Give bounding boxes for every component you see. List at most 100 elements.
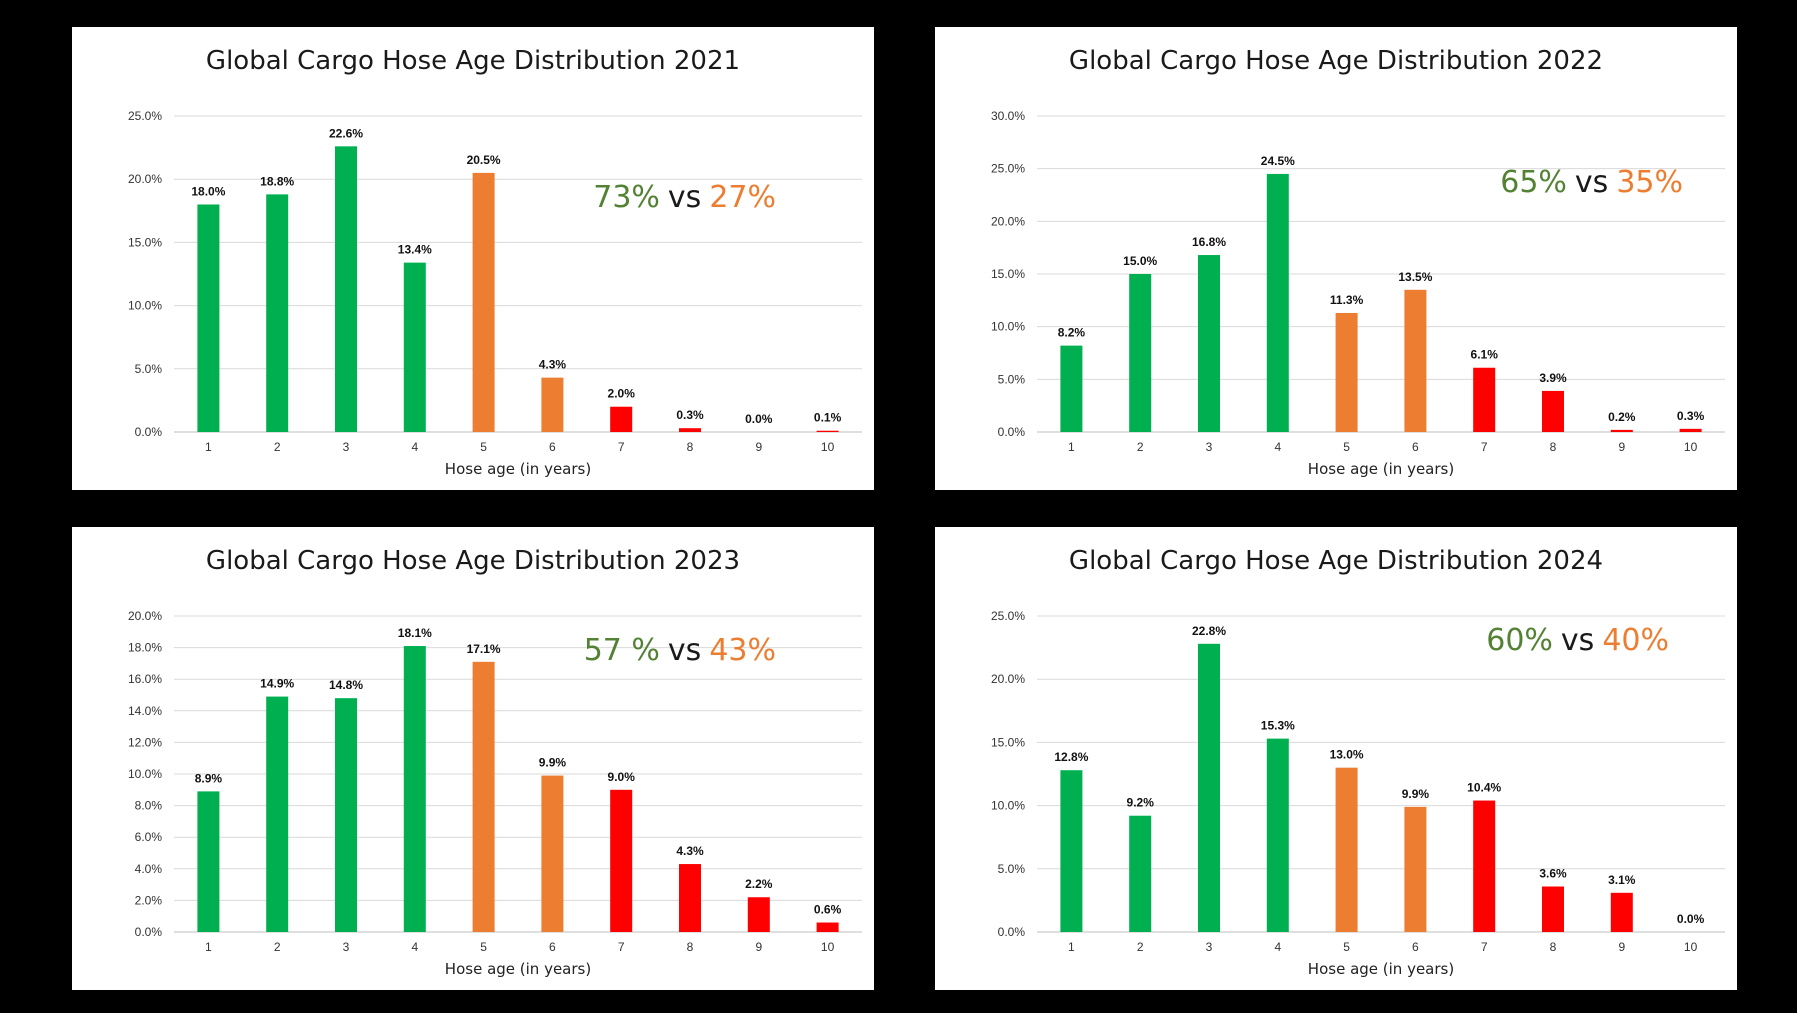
x-tick-label: 1 (205, 440, 212, 454)
y-tick-label: 20.0% (991, 672, 1025, 686)
x-tick-label: 4 (1274, 940, 1281, 954)
data-label: 3.9% (1539, 371, 1567, 385)
share-vs: vs (1561, 623, 1594, 658)
bar-age-4 (403, 646, 426, 932)
x-tick-label: 10 (1684, 440, 1698, 454)
y-tick-label: 15.0% (991, 735, 1025, 749)
share-comparison: 60% vs 40% (1486, 623, 1669, 658)
share-old: 35% (1616, 165, 1683, 200)
y-tick-label: 5.0% (135, 362, 163, 376)
x-tick-label: 6 (1412, 440, 1419, 454)
x-tick-label: 3 (343, 440, 350, 454)
bar-age-3 (1198, 255, 1220, 432)
share-old: 43% (709, 633, 776, 668)
data-label: 0.1% (814, 411, 842, 425)
x-tick-label: 7 (618, 440, 625, 454)
data-label: 20.5% (467, 153, 501, 167)
x-tick-label: 7 (1481, 440, 1488, 454)
y-tick-label: 20.0% (128, 172, 162, 186)
y-tick-label: 5.0% (998, 862, 1026, 876)
x-tick-label: 4 (1274, 440, 1281, 454)
y-tick-label: 15.0% (128, 235, 162, 249)
data-label: 4.3% (539, 358, 567, 372)
data-label: 24.5% (1261, 154, 1295, 168)
y-tick-label: 12.0% (128, 735, 162, 749)
x-tick-label: 3 (1206, 440, 1213, 454)
x-tick-label: 5 (480, 440, 487, 454)
bar-age-7 (610, 406, 633, 432)
y-tick-label: 0.0% (135, 425, 163, 439)
bar-age-10 (816, 430, 839, 432)
data-label: 14.8% (329, 678, 363, 692)
bar-age-5 (1335, 767, 1358, 932)
x-tick-label: 10 (821, 940, 835, 954)
bar-age-5 (472, 661, 495, 932)
share-young: 73% (593, 180, 660, 215)
data-label: 0.3% (1677, 409, 1705, 423)
data-label: 8.9% (195, 771, 223, 785)
bar-age-6 (541, 775, 564, 932)
data-label: 8.2% (1058, 326, 1086, 340)
share-old: 27% (709, 180, 776, 215)
x-tick-label: 2 (274, 940, 281, 954)
x-tick-label: 1 (1068, 440, 1075, 454)
chart-title: Global Cargo Hose Age Distribution 2024 (1069, 546, 1603, 576)
chart-svg-2021: Global Cargo Hose Age Distribution 2021 0… (128, 46, 862, 478)
x-tick-label: 1 (205, 940, 212, 954)
share-young: 57 % (584, 633, 660, 668)
data-label: 16.8% (1192, 235, 1226, 249)
y-tick-label: 0.0% (998, 425, 1026, 439)
data-label: 9.9% (539, 756, 567, 770)
chart-title: Global Cargo Hose Age Distribution 2021 (206, 46, 740, 76)
data-label: 2.0% (608, 387, 636, 401)
bar-age-1 (1060, 345, 1083, 432)
y-tick-label: 20.0% (128, 609, 162, 623)
data-label: 0.0% (1677, 912, 1705, 926)
bar-age-9 (1610, 892, 1633, 932)
x-tick-label: 9 (1618, 440, 1625, 454)
share-vs: vs (668, 633, 701, 668)
data-label: 0.0% (745, 412, 773, 426)
bar-age-8 (679, 428, 701, 432)
share-old: 40% (1602, 623, 1669, 658)
share-young: 60% (1486, 623, 1553, 658)
data-label: 18.8% (260, 174, 294, 188)
data-label: 6.1% (1471, 348, 1499, 362)
x-axis-label: Hose age (in years) (445, 960, 591, 978)
data-label: 9.2% (1127, 796, 1155, 810)
data-label: 22.8% (1192, 624, 1226, 638)
x-tick-label: 9 (755, 940, 762, 954)
data-label: 3.6% (1539, 866, 1567, 880)
data-label: 15.0% (1123, 254, 1157, 268)
data-label: 9.9% (1402, 787, 1430, 801)
bar-age-2 (266, 194, 289, 432)
chart-title: Global Cargo Hose Age Distribution 2023 (206, 546, 740, 576)
y-tick-label: 25.0% (991, 609, 1025, 623)
data-label: 11.3% (1330, 293, 1364, 307)
x-axis-label: Hose age (in years) (445, 460, 591, 478)
chart-panel-2021: Global Cargo Hose Age Distribution 2021 0… (72, 27, 874, 490)
data-label: 0.6% (814, 903, 842, 917)
x-tick-label: 4 (411, 440, 418, 454)
bar-age-7 (1473, 367, 1496, 432)
data-label: 0.3% (676, 408, 704, 422)
bar-age-9 (1610, 429, 1633, 432)
data-label: 13.0% (1330, 748, 1364, 762)
bar-age-4 (1266, 173, 1289, 432)
x-tick-label: 6 (549, 940, 556, 954)
bar-age-7 (610, 789, 633, 932)
y-tick-label: 14.0% (128, 704, 162, 718)
chart-svg-2022: Global Cargo Hose Age Distribution 2022 0… (991, 46, 1725, 478)
data-label: 10.4% (1467, 781, 1501, 795)
bar-age-2 (266, 696, 289, 932)
y-tick-label: 8.0% (135, 799, 163, 813)
x-tick-label: 5 (480, 940, 487, 954)
data-label: 2.2% (745, 877, 773, 891)
share-comparison: 73% vs 27% (593, 180, 776, 215)
share-young: 65% (1500, 165, 1567, 200)
bar-age-2 (1129, 815, 1152, 932)
data-label: 22.6% (329, 126, 363, 140)
x-tick-label: 6 (1412, 940, 1419, 954)
y-tick-label: 10.0% (128, 767, 162, 781)
x-tick-label: 10 (1684, 940, 1698, 954)
